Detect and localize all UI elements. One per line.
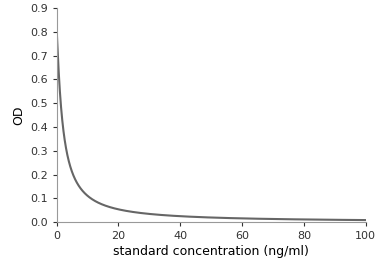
X-axis label: standard concentration (ng/ml): standard concentration (ng/ml) [113, 246, 309, 259]
Y-axis label: OD: OD [12, 105, 26, 125]
